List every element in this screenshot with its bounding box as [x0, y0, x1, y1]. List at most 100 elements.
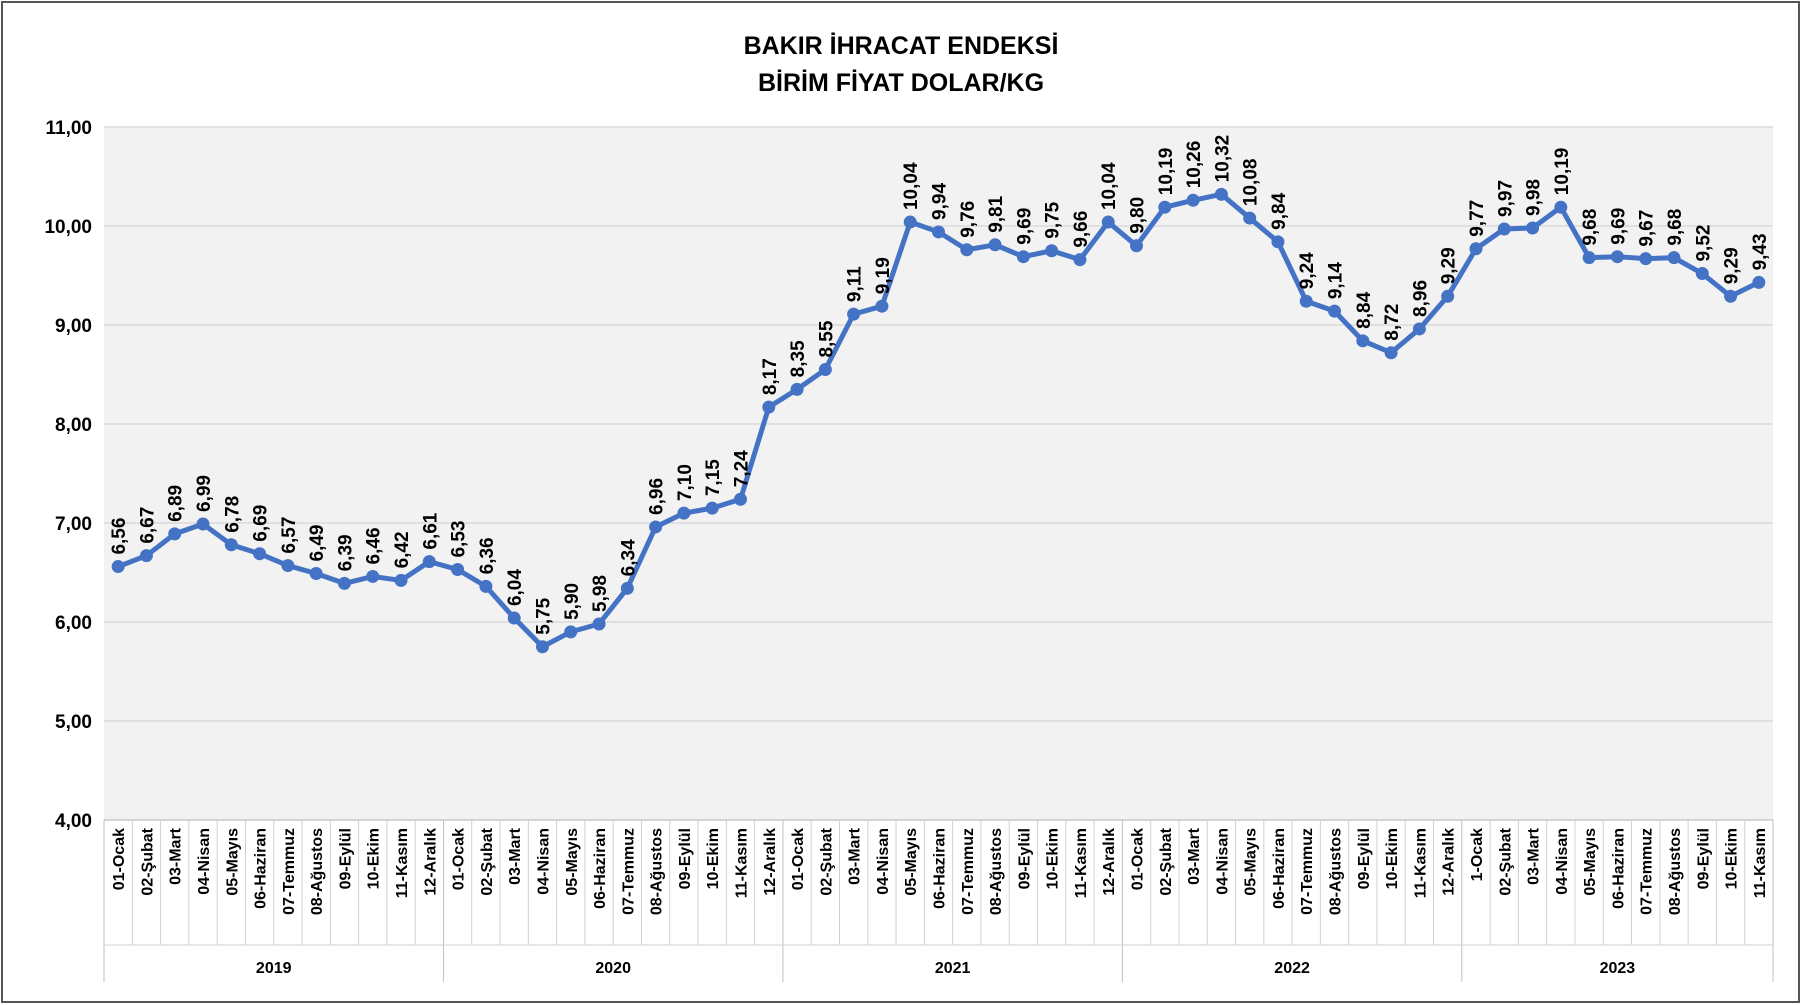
x-tick-label: 11-Kasım	[394, 828, 411, 898]
x-tick-label: 04-Nisan	[535, 828, 552, 895]
x-tick-label: 07-Temmuz	[1299, 828, 1316, 915]
data-point	[1752, 275, 1766, 289]
x-tick-label: 07-Temmuz	[960, 828, 977, 915]
x-tick-label: 01-Ocak	[1130, 828, 1147, 890]
data-point	[1101, 215, 1115, 229]
group-label: 2023	[1600, 960, 1636, 977]
data-point	[507, 611, 521, 625]
data-label: 9,80	[1128, 197, 1149, 234]
x-tick-label: 1-Ocak	[1469, 828, 1486, 881]
x-tick-label: 04-Nisan	[196, 828, 213, 895]
x-tick-label: 04-Nisan	[875, 828, 892, 895]
x-tick-label: 02-Şubat	[139, 827, 156, 895]
data-point	[281, 559, 295, 573]
x-tick-label: 10-Ekim	[705, 828, 722, 889]
data-label: 9,77	[1467, 200, 1488, 237]
data-point	[394, 573, 408, 587]
x-tick-label: 02-Şubat	[1497, 827, 1514, 895]
data-point	[1384, 346, 1398, 360]
data-label: 6,04	[505, 569, 526, 606]
x-tick-label: 09-Eylül	[1016, 828, 1033, 889]
y-tick-label: 6,00	[55, 613, 92, 634]
group-label: 2022	[1274, 960, 1310, 977]
x-tick-label: 08-Ağustos	[309, 828, 326, 915]
data-label: 6,67	[137, 507, 158, 544]
data-point	[762, 400, 776, 414]
x-tick-label: 06-Haziran	[932, 828, 949, 909]
data-point	[1554, 200, 1568, 214]
x-tick-label: 04-Nisan	[1214, 828, 1231, 895]
data-point	[592, 617, 606, 631]
data-point	[1214, 187, 1228, 201]
data-label: 9,29	[1722, 247, 1743, 284]
data-point	[451, 563, 465, 577]
chart-title: BAKIR İHRACAT ENDEKSİ	[744, 32, 1059, 60]
y-tick-label: 10,00	[44, 217, 92, 238]
x-tick-label: 05-Mayıs	[224, 828, 241, 896]
data-point	[366, 569, 380, 583]
data-label: 6,49	[307, 525, 328, 562]
data-point	[1016, 250, 1030, 264]
data-label: 8,17	[760, 358, 781, 395]
x-tick-label: 06-Haziran	[1271, 828, 1288, 909]
data-label: 5,98	[590, 575, 611, 612]
data-label: 9,69	[1608, 208, 1629, 245]
data-point	[168, 527, 182, 541]
data-label: 9,75	[1043, 201, 1064, 238]
data-point	[422, 555, 436, 569]
data-label: 6,39	[335, 534, 356, 571]
x-tick-label: 07-Temmuz	[281, 828, 298, 915]
data-label: 9,84	[1269, 192, 1290, 229]
data-label: 9,11	[845, 266, 866, 302]
y-tick-label: 11,00	[46, 118, 93, 139]
data-point	[535, 640, 549, 654]
data-label: 9,67	[1637, 210, 1658, 247]
data-label: 10,04	[901, 162, 922, 210]
data-point	[1695, 267, 1709, 281]
data-point	[932, 225, 945, 239]
data-point	[1610, 250, 1624, 264]
data-label: 6,89	[166, 485, 187, 522]
data-point	[733, 492, 747, 506]
data-point	[1441, 289, 1455, 303]
x-tick-label: 01-Ocak	[451, 828, 468, 890]
data-point	[564, 625, 578, 639]
data-label: 8,96	[1410, 280, 1431, 317]
data-point	[1186, 193, 1200, 207]
x-tick-label: 03-Mart	[1186, 827, 1203, 885]
data-point	[988, 238, 1002, 252]
x-tick-label: 03-Mart	[507, 827, 524, 885]
x-tick-label: 09-Eylül	[337, 828, 354, 889]
data-label: 7,15	[703, 459, 724, 496]
x-tick-label: 12-Aralık	[1441, 828, 1458, 896]
data-label: 9,43	[1750, 233, 1771, 270]
data-label: 10,26	[1184, 141, 1205, 189]
x-tick-label: 07-Temmuz	[620, 828, 637, 915]
data-point	[1724, 289, 1738, 303]
chart-subtitle: BİRİM FİYAT DOLAR/KG	[758, 69, 1044, 97]
x-tick-label: 10-Ekim	[1724, 828, 1741, 889]
data-point	[677, 506, 691, 520]
data-label: 8,84	[1354, 291, 1375, 328]
data-label: 5,75	[533, 597, 554, 634]
data-point	[790, 382, 804, 396]
data-point	[1526, 221, 1540, 235]
y-tick-label: 4,00	[55, 811, 92, 832]
data-label: 9,14	[1326, 262, 1347, 299]
y-tick-label: 5,00	[55, 712, 92, 733]
data-label: 9,24	[1297, 252, 1318, 289]
data-point	[1497, 222, 1511, 236]
x-tick-label: 02-Şubat	[1158, 827, 1175, 895]
x-tick-label: 06-Haziran	[592, 828, 609, 909]
group-label: 2020	[595, 960, 631, 977]
x-tick-label: 11-Kasım	[1752, 828, 1769, 898]
x-tick-label: 08-Ağustos	[988, 828, 1005, 915]
data-point	[196, 517, 210, 531]
data-point	[1045, 244, 1059, 258]
data-point	[1130, 239, 1144, 253]
data-point	[903, 215, 917, 229]
data-label: 5,90	[562, 583, 583, 620]
data-point	[1412, 322, 1426, 336]
data-label: 9,52	[1693, 225, 1714, 262]
data-point	[847, 307, 861, 321]
